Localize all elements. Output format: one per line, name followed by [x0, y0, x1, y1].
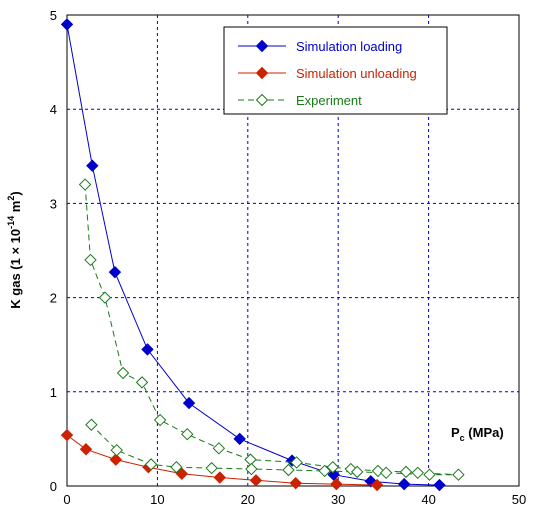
data-point	[330, 477, 343, 491]
data-point	[399, 465, 413, 479]
series-2	[78, 178, 465, 481]
legend-item: Simulation loading	[238, 39, 402, 54]
data-point	[175, 467, 189, 480]
data-point	[371, 464, 385, 478]
data-point	[212, 442, 226, 455]
data-point	[78, 178, 92, 191]
data-point	[245, 462, 258, 476]
y-tick-label: 0	[50, 479, 57, 494]
data-point	[213, 471, 226, 484]
series-line	[66, 434, 378, 486]
data-point	[370, 478, 384, 492]
y-tick-label: 3	[50, 196, 57, 211]
legend-marker	[255, 66, 269, 80]
data-point	[290, 456, 303, 469]
x-tick-label: 20	[241, 492, 255, 507]
ticks: 0 10 20 30 40 50 0 1 2 3 4 5	[50, 8, 526, 507]
series-layer	[60, 18, 465, 492]
data-point	[116, 366, 130, 380]
y-axis-title: K gas (1 × 10-14 m2)	[6, 191, 23, 308]
y-tick-label: 4	[50, 102, 57, 117]
y-tick-label: 2	[50, 291, 57, 306]
data-point	[141, 343, 154, 356]
data-point	[233, 432, 246, 446]
data-point	[108, 265, 122, 279]
data-point	[182, 396, 196, 410]
legend-label: Simulation loading	[296, 39, 402, 54]
x-tick-label: 30	[331, 492, 345, 507]
legend-item: Experiment	[238, 93, 362, 108]
data-point	[135, 376, 149, 389]
legend-label: Experiment	[296, 93, 362, 108]
data-point	[433, 478, 446, 492]
data-point	[109, 453, 123, 466]
x-tick-label: 40	[421, 492, 435, 507]
data-point	[423, 468, 436, 481]
data-point	[60, 428, 74, 442]
data-point	[205, 461, 218, 475]
legend-marker	[255, 93, 269, 107]
y-tick-label: 1	[50, 385, 57, 400]
data-point	[318, 464, 331, 478]
data-point	[411, 466, 424, 480]
data-point	[181, 427, 194, 441]
legend-item: Simulation unloading	[238, 66, 417, 81]
series-1	[60, 428, 384, 492]
legend-label: Simulation unloading	[296, 66, 417, 81]
data-point	[249, 474, 263, 487]
data-point	[327, 468, 340, 481]
data-point	[79, 443, 93, 456]
data-point	[350, 465, 364, 479]
data-point	[84, 253, 97, 267]
data-point	[110, 443, 123, 457]
data-point	[289, 476, 302, 490]
legend: Simulation loading Simulation unloading Ex…	[223, 26, 448, 115]
x-tick-label: 10	[150, 492, 164, 507]
x-axis-title: Pc (MPa)	[451, 425, 504, 443]
data-point	[86, 159, 99, 172]
data-point	[153, 413, 167, 427]
y-tick-label: 5	[50, 8, 57, 23]
x-tick-label: 0	[63, 492, 70, 507]
data-point	[144, 458, 158, 471]
data-point	[98, 291, 112, 304]
data-point	[452, 468, 465, 481]
data-point	[85, 418, 98, 431]
x-tick-label: 50	[512, 492, 526, 507]
data-point	[60, 18, 74, 31]
series-0	[60, 18, 446, 492]
data-point	[397, 477, 411, 491]
legend-marker	[255, 39, 269, 53]
data-point	[282, 463, 295, 477]
data-point	[326, 460, 339, 474]
data-point	[170, 460, 183, 474]
data-point	[379, 466, 393, 480]
